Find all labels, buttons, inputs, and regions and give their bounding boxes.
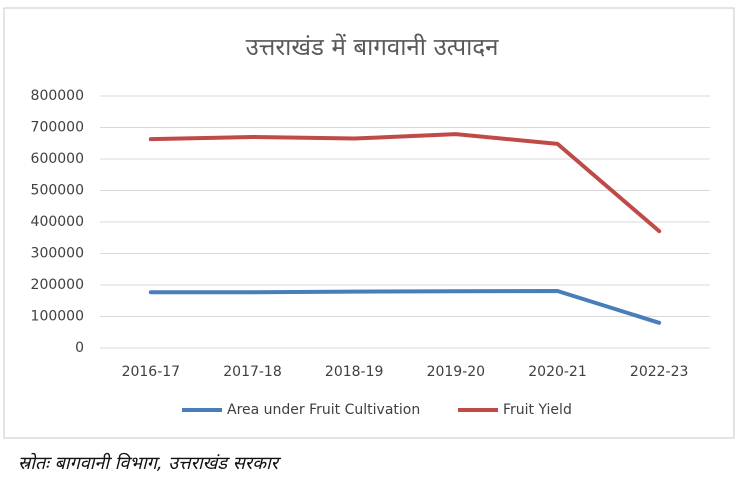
chart-title: उत्तराखंड में बागवानी उत्पादन bbox=[246, 33, 500, 61]
series-line bbox=[148, 132, 662, 234]
y-tick-label: 600000 bbox=[31, 151, 84, 167]
x-tick-label: 2017-18 bbox=[223, 364, 282, 380]
x-tick-label: 2022-23 bbox=[630, 364, 689, 380]
x-tick-label: 2016-17 bbox=[122, 364, 181, 380]
y-tick-label: 100000 bbox=[31, 309, 84, 325]
series-line bbox=[148, 288, 662, 325]
y-tick-label: 800000 bbox=[31, 88, 84, 104]
y-tick-label: 300000 bbox=[31, 246, 84, 262]
y-tick-label: 0 bbox=[75, 340, 84, 356]
source-note: स्रोतः बागवानी विभाग, उत्तराखंड सरकार bbox=[18, 452, 282, 474]
x-tick-label: 2019-20 bbox=[427, 364, 486, 380]
legend-label: Fruit Yield bbox=[503, 402, 572, 418]
x-tick-label: 2020-21 bbox=[528, 364, 587, 380]
legend-label: Area under Fruit Cultivation bbox=[227, 402, 420, 418]
y-tick-label: 700000 bbox=[31, 120, 84, 136]
x-tick-label: 2018-19 bbox=[325, 364, 384, 380]
y-tick-label: 400000 bbox=[31, 214, 84, 230]
y-tick-label: 500000 bbox=[31, 183, 84, 199]
y-tick-label: 200000 bbox=[31, 277, 84, 293]
chart-frame bbox=[3, 7, 735, 439]
